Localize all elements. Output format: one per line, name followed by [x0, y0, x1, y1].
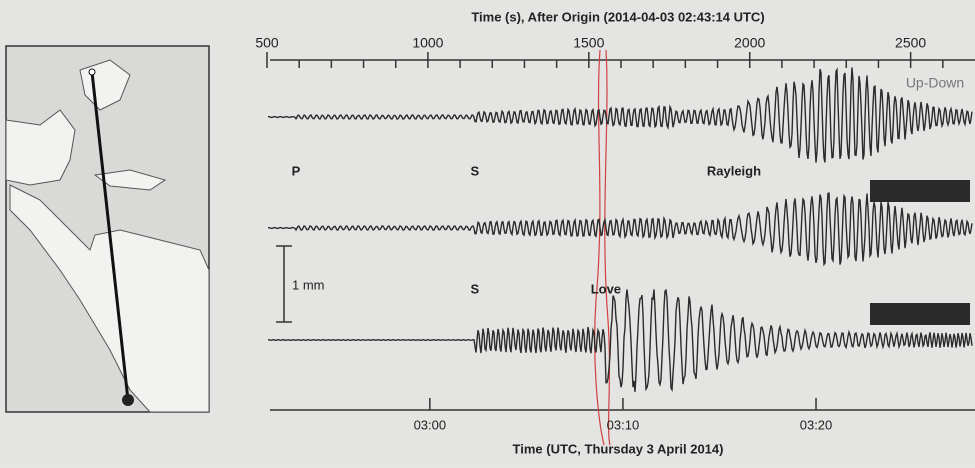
scale-label: 1 mm	[292, 277, 325, 292]
redaction	[870, 180, 970, 202]
bottom-tick-label: 03:00	[414, 417, 447, 432]
phase-label: P	[292, 163, 301, 178]
epicenter	[122, 394, 134, 406]
bottom-tick-label: 03:20	[800, 417, 833, 432]
bottom-tick-label: 03:10	[607, 417, 640, 432]
x-tick-label: 500	[255, 35, 279, 51]
map	[6, 46, 209, 412]
top-axis-title: Time (s), After Origin (2014-04-03 02:43…	[471, 9, 764, 24]
bottom-axis-title: Time (UTC, Thursday 3 April 2014)	[513, 441, 724, 456]
phase-label: S	[471, 281, 480, 296]
x-tick-label: 2500	[895, 35, 926, 51]
x-tick-label: 2000	[734, 35, 765, 51]
trace-label: Up-Down	[906, 75, 964, 91]
station	[89, 69, 95, 75]
phase-label: S	[471, 163, 480, 178]
phase-label: Rayleigh	[707, 163, 761, 178]
figure: Time (s), After Origin (2014-04-03 02:43…	[0, 0, 975, 463]
phase-label: Love	[591, 281, 621, 296]
x-tick-label: 1500	[573, 35, 604, 51]
x-tick-label: 1000	[412, 35, 443, 51]
redaction	[870, 303, 970, 325]
